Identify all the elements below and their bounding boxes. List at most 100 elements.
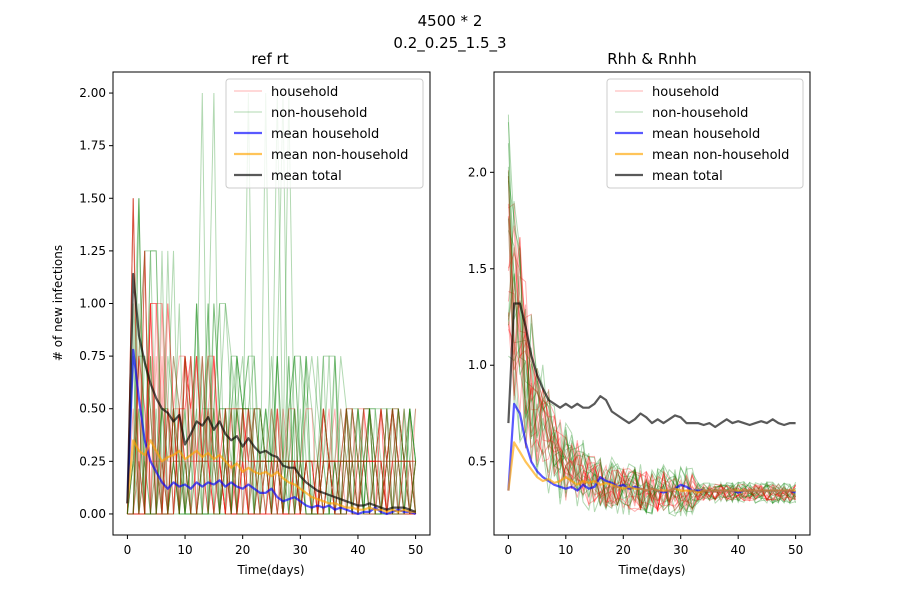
household-run-line xyxy=(127,355,417,515)
non-household-run-line xyxy=(127,303,417,515)
household-run-line xyxy=(126,198,417,515)
non-household-run-line xyxy=(507,175,797,509)
x-tick-label: 0 xyxy=(505,543,513,557)
legend-label: mean household xyxy=(652,127,760,142)
non-household-run-line xyxy=(126,92,417,515)
household-run-line xyxy=(127,356,416,515)
mean-total-line xyxy=(507,302,796,429)
non-household-run-line xyxy=(507,272,796,515)
y-tick-label: 1.25 xyxy=(79,244,106,258)
legend-label: mean non-household xyxy=(652,148,789,163)
legend-label: mean total xyxy=(271,169,342,184)
non-household-run-line xyxy=(507,217,796,514)
non-household-run-line xyxy=(127,92,417,515)
x-tick-label: 10 xyxy=(177,543,192,557)
mean-non-household-line xyxy=(507,441,796,494)
non-household-run-line xyxy=(508,308,796,516)
y-tick-label: 2.00 xyxy=(79,86,106,100)
x-axis-ticks: 0 10 20 30 40 50 xyxy=(124,535,423,557)
household-run-line xyxy=(508,202,797,512)
household-run-line xyxy=(127,250,416,515)
y-tick-label: 0.75 xyxy=(79,349,106,363)
non-household-run-line xyxy=(127,303,417,515)
legend: household non-household mean household mean… xyxy=(606,78,804,189)
non-household-run-line xyxy=(507,218,796,514)
x-tick-label: 20 xyxy=(235,543,250,557)
x-axis-label: Time(days) xyxy=(617,563,685,577)
household-run-line xyxy=(126,356,416,515)
non-household-run-line xyxy=(507,201,796,515)
legend: household non-household mean household mean… xyxy=(225,78,424,189)
household-run-line xyxy=(127,250,416,515)
household-run-line xyxy=(126,198,416,515)
y-tick-label: 1.5 xyxy=(468,262,487,276)
household-run-line xyxy=(126,198,417,515)
legend-label: household xyxy=(652,85,719,100)
y-axis-ticks: 0.00 0.25 0.50 0.75 1.00 1.25 1.50 1.75 2.00 xyxy=(79,86,113,521)
household-run-line xyxy=(507,321,796,513)
non-household-run-line xyxy=(126,198,417,515)
household-run-line xyxy=(508,291,796,513)
x-tick-label: 50 xyxy=(408,543,423,557)
y-tick-label: 1.50 xyxy=(79,191,106,205)
household-run-line xyxy=(507,312,796,512)
mean-non-household-line xyxy=(126,439,416,513)
household-run-line xyxy=(507,300,797,509)
household-run-line xyxy=(507,170,796,509)
legend-label: mean household xyxy=(271,127,379,142)
non-household-run-line xyxy=(126,92,417,515)
panel-title: ref rt xyxy=(251,50,288,68)
non-household-run-line xyxy=(127,92,417,515)
household-run-line xyxy=(127,303,417,515)
y-tick-label: 0.00 xyxy=(79,507,106,521)
panel-rhh-rnhh: Rhh & Rnhh 0 10 20 30 40 50 0.5 1.0 1.5 2.0 Time… xyxy=(468,50,811,577)
plot-frame xyxy=(493,71,811,536)
y-axis-ticks: 0.5 1.0 1.5 2.0 xyxy=(468,165,494,469)
figure-title-line1: 4500 * 2 xyxy=(418,12,483,30)
non-household-run-line xyxy=(127,250,416,515)
non-household-run-line xyxy=(126,250,416,515)
y-tick-label: 1.75 xyxy=(79,139,106,153)
y-tick-label: 0.25 xyxy=(79,454,106,468)
legend-box xyxy=(606,78,804,189)
x-tick-label: 50 xyxy=(788,543,803,557)
x-tick-label: 30 xyxy=(673,543,688,557)
household-run-line xyxy=(127,356,417,515)
non-household-run-line xyxy=(507,180,797,514)
mean-total-line xyxy=(126,272,416,513)
non-household-run-line xyxy=(507,122,797,515)
non-household-run-line xyxy=(127,92,417,515)
household-run-line xyxy=(127,303,416,515)
x-tick-label: 40 xyxy=(731,543,746,557)
non-household-run-line xyxy=(126,198,417,515)
x-tick-label: 30 xyxy=(293,543,308,557)
mean-lines xyxy=(126,272,416,516)
y-tick-label: 0.5 xyxy=(468,455,487,469)
household-run-line xyxy=(507,252,796,513)
individual-run-lines xyxy=(126,92,417,515)
panel-title: Rhh & Rnhh xyxy=(607,50,697,68)
x-axis-label: Time(days) xyxy=(236,563,304,577)
x-tick-label: 40 xyxy=(350,543,365,557)
x-tick-label: 0 xyxy=(124,543,132,557)
legend-box xyxy=(225,78,424,189)
household-run-line xyxy=(126,303,417,515)
panel-ref-rt: ref rt 0 10 20 30 40 50 0.00 0.25 0.50 0.75 1.00 1… xyxy=(51,50,431,577)
y-tick-label: 0.50 xyxy=(79,402,106,416)
household-run-line xyxy=(127,303,416,515)
non-household-run-line xyxy=(127,356,417,515)
mean-household-line xyxy=(126,348,416,516)
y-tick-label: 1.00 xyxy=(79,297,106,311)
legend-label: non-household xyxy=(652,106,748,121)
figure-title-line2: 0.2_0.25_1.5_3 xyxy=(393,34,506,53)
x-tick-label: 20 xyxy=(616,543,631,557)
y-axis-label: # of new infections xyxy=(51,245,65,361)
mean-lines xyxy=(507,302,796,494)
y-tick-label: 1.0 xyxy=(468,358,487,372)
non-household-run-line xyxy=(507,166,796,513)
x-tick-label: 10 xyxy=(558,543,573,557)
non-household-run-line xyxy=(507,230,796,518)
non-household-run-line xyxy=(126,92,417,515)
individual-run-lines xyxy=(507,114,797,518)
